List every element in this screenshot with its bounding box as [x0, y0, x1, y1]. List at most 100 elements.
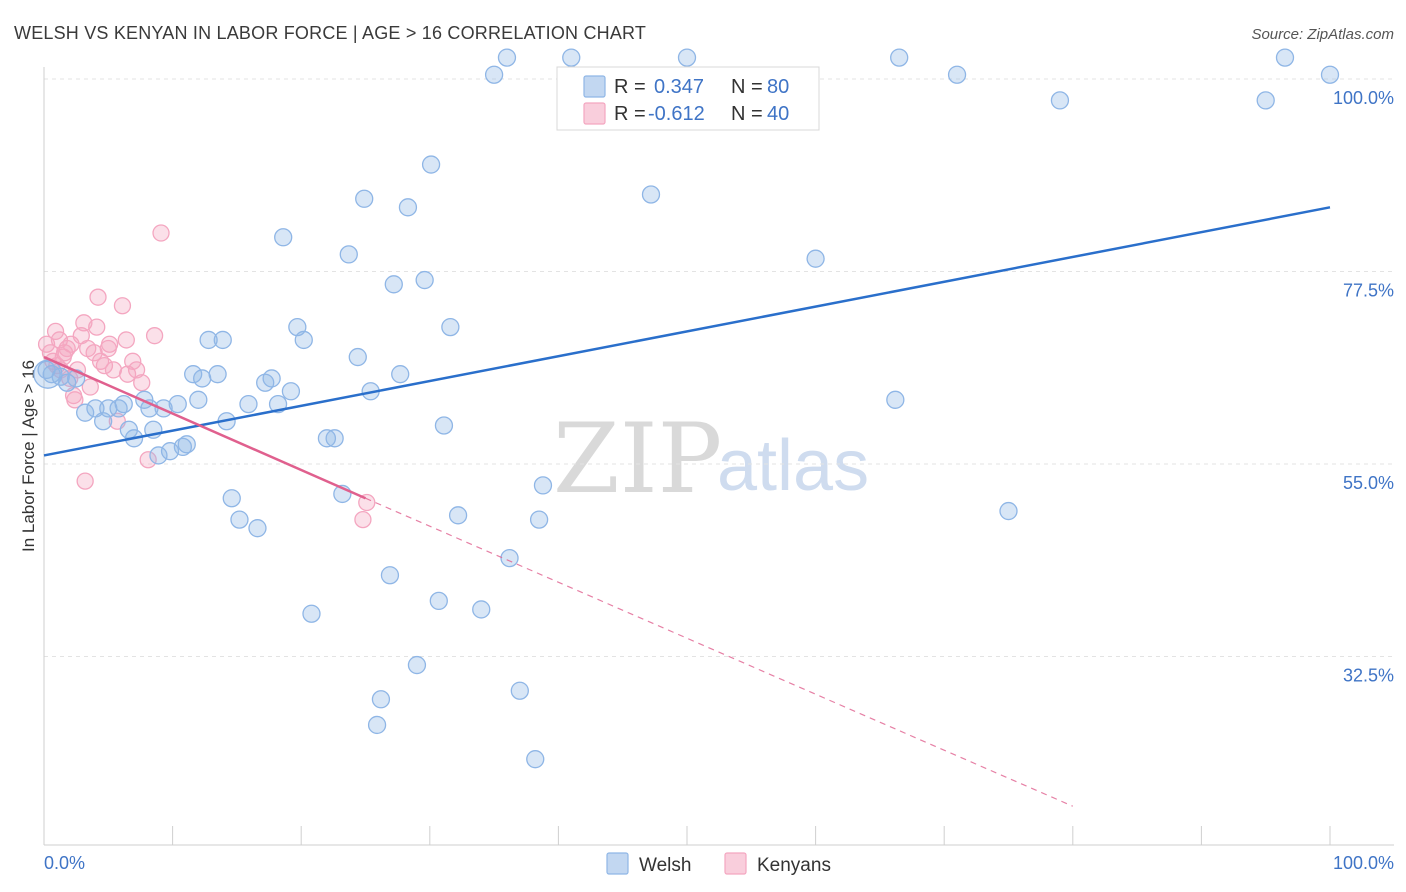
y-tick-labels: 100.0% 77.5% 55.0% 32.5%: [1333, 88, 1394, 686]
point-welsh-72: [533, 476, 553, 495]
point-welsh-34: [222, 489, 241, 508]
point-welsh-24: [168, 394, 187, 414]
point-welsh-62: [429, 591, 448, 611]
point-welsh-53: [367, 715, 387, 735]
point-welsh-49: [339, 245, 358, 264]
legend-r-value-welsh: 0.347: [654, 76, 704, 98]
point-welsh-64: [441, 317, 460, 337]
point-welsh-61: [421, 155, 441, 174]
y-tick-label-0: 100.0%: [1333, 88, 1394, 108]
point-kenyans-16: [95, 356, 114, 375]
legend-r-label-welsh: R =: [614, 76, 646, 98]
point-welsh-1: [562, 48, 581, 67]
point-welsh-4: [1275, 48, 1295, 67]
y-axis-label: In Labor Force | Age > 16: [19, 360, 38, 552]
point-kenyans-2: [46, 322, 65, 341]
point-welsh-42: [281, 382, 301, 401]
point-kenyans-38: [358, 493, 376, 512]
gridlines: [44, 78, 1394, 657]
point-welsh-10: [76, 403, 95, 422]
point-welsh-55: [380, 566, 400, 585]
point-welsh-75: [806, 249, 825, 268]
point-welsh-80: [1256, 91, 1275, 110]
axes: [43, 67, 1394, 846]
point-welsh-31: [208, 365, 227, 384]
point-welsh-54: [371, 690, 391, 709]
legend-n-label-welsh: N =: [731, 76, 763, 98]
legend-r-value-kenyans: -0.612: [648, 103, 705, 125]
point-welsh-44: [294, 330, 313, 350]
point-welsh-30: [199, 330, 218, 350]
point-welsh-51: [355, 189, 374, 208]
point-kenyans-14: [88, 318, 106, 336]
point-welsh-76: [886, 390, 905, 409]
bottom-legend: Welsh Kenyans: [606, 852, 831, 876]
point-welsh-67: [484, 65, 504, 84]
point-welsh-2: [677, 48, 697, 67]
point-welsh-56: [384, 275, 403, 294]
point-welsh-45: [302, 604, 321, 623]
point-kenyans-10: [75, 314, 93, 332]
legend: R = 0.347 N = 80 R = -0.612 N = 40: [556, 66, 820, 131]
x-tick-labels: 0.0% 100.0%: [44, 853, 1394, 873]
point-welsh-57: [391, 365, 410, 384]
point-welsh-50: [348, 347, 367, 367]
trend-line-welsh: [43, 206, 1331, 457]
point-kenyans-21: [118, 365, 137, 383]
legend-r-label-kenyans: R =: [614, 103, 646, 125]
trend-lines: [43, 206, 1331, 807]
point-kenyans-35: [99, 339, 117, 358]
point-welsh-70: [526, 750, 545, 769]
legend-swatch-welsh: [583, 75, 606, 98]
point-kenyans-26: [145, 327, 164, 345]
point-welsh-3: [890, 48, 909, 67]
y-tick-label-2: 55.0%: [1343, 473, 1394, 493]
series-welsh: [33, 48, 1340, 769]
point-kenyans-34: [89, 288, 107, 306]
bottom-legend-label-kenyans: Kenyans: [757, 855, 831, 876]
legend-n-value-welsh: 80: [767, 76, 789, 98]
point-kenyans-24: [133, 374, 151, 392]
point-welsh-0: [497, 48, 517, 67]
point-welsh-36: [239, 394, 258, 414]
point-welsh-59: [407, 655, 427, 675]
x-tick-label-max: 100.0%: [1333, 853, 1394, 873]
watermark-zip: ZIP: [553, 403, 722, 515]
point-welsh-37: [248, 519, 267, 538]
point-kenyans-27: [152, 224, 170, 242]
point-welsh-60: [415, 270, 434, 290]
legend-n-value-kenyans: 40: [767, 103, 789, 125]
point-welsh-35: [230, 510, 249, 529]
point-welsh-29: [193, 369, 212, 388]
point-kenyans-12: [81, 378, 99, 396]
point-kenyans-37: [354, 510, 372, 529]
point-kenyans-36: [117, 331, 135, 349]
point-kenyans-23: [127, 361, 146, 379]
point-welsh-58: [398, 198, 418, 217]
point-welsh-74: [641, 185, 661, 204]
y-tick-label-1: 77.5%: [1343, 281, 1394, 301]
legend-n-label-kenyans: N =: [731, 103, 763, 125]
point-kenyans-32: [55, 344, 74, 362]
point-welsh-79: [1050, 91, 1070, 110]
point-welsh-66: [472, 600, 491, 619]
point-kenyans-29: [66, 391, 84, 409]
point-kenyans-0: [37, 335, 56, 353]
point-welsh-32: [213, 330, 232, 350]
legend-swatch-kenyans: [583, 102, 606, 125]
point-welsh-78: [999, 501, 1018, 521]
point-welsh-41: [274, 228, 293, 247]
point-welsh-71: [529, 510, 549, 529]
point-welsh-68: [500, 548, 519, 568]
point-welsh-69: [510, 681, 529, 700]
point-kenyans-30: [76, 472, 94, 490]
point-welsh-63: [434, 416, 454, 435]
point-welsh-cluster: [33, 359, 63, 389]
watermark-atlas: atlas: [717, 426, 869, 506]
point-welsh-26: [177, 435, 196, 454]
point-kenyans-25: [139, 451, 157, 469]
point-welsh-81: [1320, 65, 1340, 84]
x-tick-label-min: 0.0%: [44, 853, 85, 873]
watermark: ZIP atlas: [553, 403, 869, 515]
